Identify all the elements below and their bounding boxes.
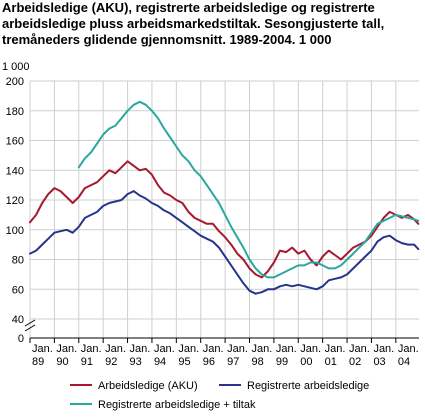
legend-label-2: Registrerte arbeidsledige + tiltak (98, 399, 256, 411)
x-tick-prefix-93: Jan. (130, 343, 151, 355)
x-tick-year-00: 00 (300, 356, 312, 368)
x-tick-prefix-91: Jan. (81, 343, 102, 355)
series-layer (29, 100, 420, 295)
y-unit-label: 1 000 (2, 61, 30, 73)
series-line-1 (29, 190, 420, 295)
x-tick-prefix-97: Jan. (227, 343, 248, 355)
y-tick-160: 160 (6, 136, 24, 148)
x-tick-year-01: 01 (325, 356, 337, 368)
x-tick-prefix-90: Jan. (56, 343, 77, 355)
x-tick-prefix-89: Jan. (32, 343, 53, 355)
x-tick-prefix-02: Jan. (349, 343, 370, 355)
y-tick-0: 0 (18, 333, 24, 345)
y-tick-120: 120 (6, 195, 24, 207)
x-tick-prefix-00: Jan. (300, 343, 321, 355)
chart-title: Arbeidsledige (AKU), registrerte arbeids… (2, 0, 385, 47)
y-tick-140: 140 (6, 165, 24, 177)
x-tick-year-97: 97 (227, 356, 239, 368)
x-tick-year-04: 04 (398, 356, 410, 368)
x-tick-year-91: 91 (81, 356, 93, 368)
y-tick-60: 60 (12, 284, 24, 296)
legend: Arbeidsledige (AKU) Registrerte arbeidsle… (70, 380, 369, 411)
axis-break-mark (24, 319, 36, 332)
x-tick-year-96: 96 (203, 356, 215, 368)
legend-label-1: Registrerte arbeidsledige (247, 380, 369, 392)
x-tick-prefix-94: Jan. (154, 343, 175, 355)
x-tick-year-98: 98 (251, 356, 263, 368)
x-tick-year-90: 90 (56, 356, 68, 368)
x-tick-prefix-95: Jan. (178, 343, 199, 355)
x-tick-year-03: 03 (373, 356, 385, 368)
y-tick-100: 100 (6, 225, 24, 237)
series-line-0 (29, 160, 420, 279)
x-tick-prefix-96: Jan. (203, 343, 224, 355)
x-tick-year-89: 89 (32, 356, 44, 368)
x-tick-year-94: 94 (154, 356, 166, 368)
legend-label-0: Arbeidsledige (AKU) (98, 380, 198, 392)
x-tick-year-93: 93 (130, 356, 142, 368)
x-tick-prefix-03: Jan. (373, 343, 394, 355)
x-tick-prefix-04: Jan. (398, 343, 419, 355)
x-tick-prefix-92: Jan. (105, 343, 126, 355)
x-tick-prefix-98: Jan. (251, 343, 272, 355)
y-tick-80: 80 (12, 255, 24, 267)
y-tick-200: 200 (6, 76, 24, 88)
x-tick-year-92: 92 (105, 356, 117, 368)
series-line-2 (77, 100, 420, 279)
axis-layer: 1 0002001801601401201008060400Jan.89Jan.… (2, 61, 419, 368)
x-tick-year-02: 02 (349, 356, 361, 368)
x-tick-year-99: 99 (276, 356, 288, 368)
x-tick-prefix-01: Jan. (325, 343, 346, 355)
x-tick-year-95: 95 (178, 356, 190, 368)
x-tick-prefix-99: Jan. (276, 343, 297, 355)
y-tick-40: 40 (12, 314, 24, 326)
grid-layer (29, 80, 419, 338)
y-tick-180: 180 (6, 106, 24, 118)
